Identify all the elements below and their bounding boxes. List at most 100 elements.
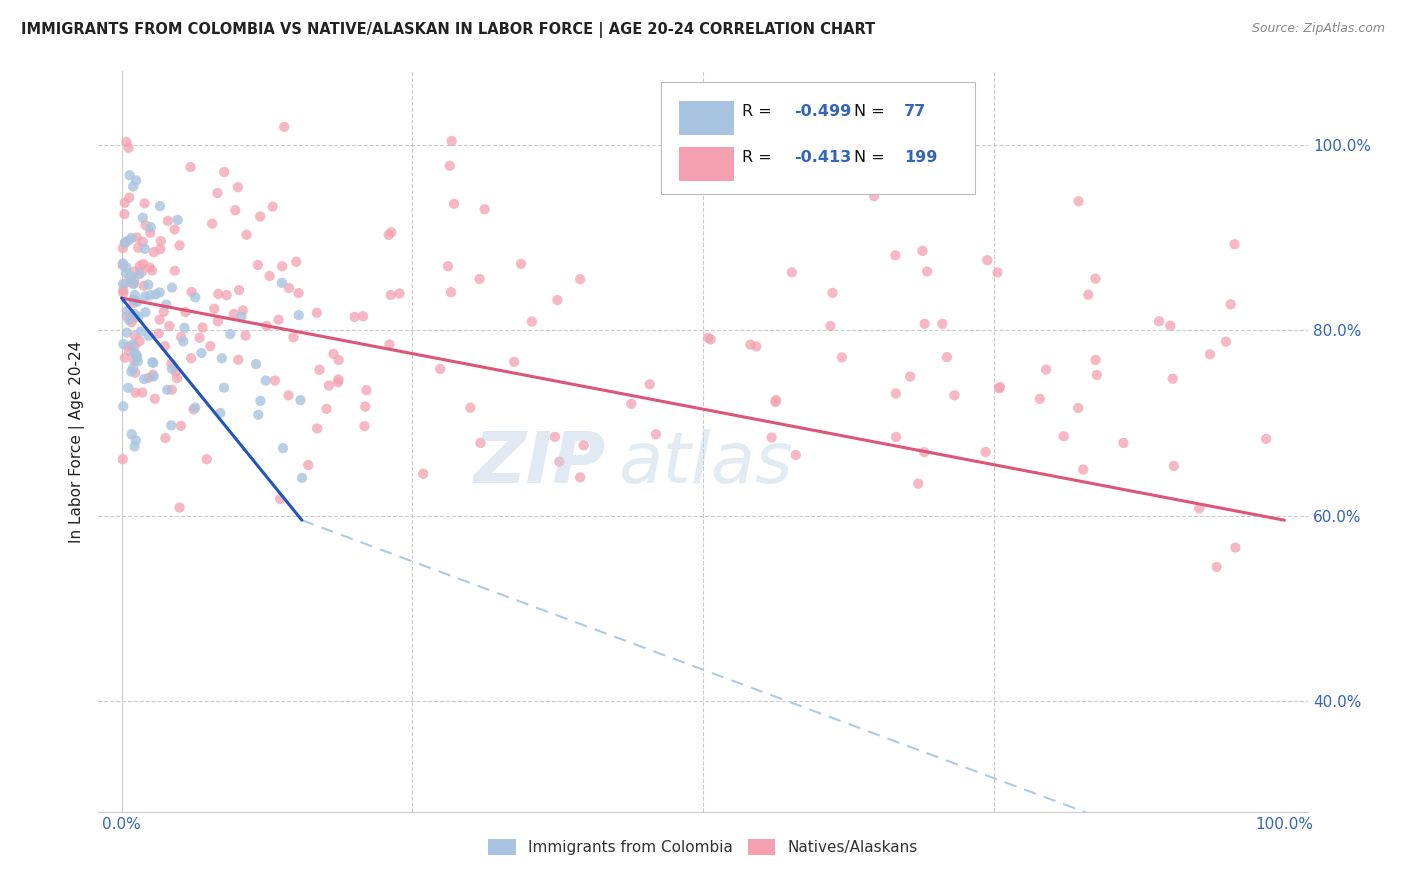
Point: [141, 263, 163, 277]
Point: [201, 217, 224, 231]
Point: [1188, 501, 1211, 516]
Point: [139, 226, 162, 240]
Point: [315, 401, 337, 416]
Point: [142, 356, 165, 370]
Point: [380, 225, 402, 239]
Point: [125, 173, 148, 187]
Point: [1084, 271, 1107, 285]
Point: [163, 222, 186, 236]
Point: [174, 305, 197, 319]
Point: [638, 377, 661, 392]
Point: [155, 297, 177, 311]
Point: [142, 368, 165, 382]
Point: [180, 285, 202, 299]
Point: [785, 448, 807, 462]
Point: [124, 288, 146, 302]
Point: [115, 310, 138, 324]
Point: [112, 400, 135, 414]
Text: atlas: atlas: [619, 429, 793, 499]
Point: [139, 288, 162, 302]
Point: [1199, 347, 1222, 361]
Text: R =: R =: [742, 104, 776, 119]
Legend: Immigrants from Colombia, Natives/Alaskans: Immigrants from Colombia, Natives/Alaska…: [484, 834, 922, 860]
Point: [122, 277, 145, 291]
Point: [122, 346, 145, 360]
Point: [148, 326, 170, 341]
Point: [262, 200, 284, 214]
Point: [765, 392, 787, 407]
Point: [278, 281, 301, 295]
Point: [1223, 237, 1246, 252]
Point: [468, 272, 491, 286]
Point: [118, 343, 141, 358]
Point: [645, 427, 668, 442]
Point: [118, 168, 141, 182]
Point: [132, 257, 155, 271]
Point: [235, 328, 257, 343]
Point: [1159, 318, 1181, 333]
Point: [437, 259, 460, 273]
Point: [124, 385, 146, 400]
Point: [131, 265, 153, 279]
Point: [114, 235, 136, 250]
Point: [127, 241, 149, 255]
Point: [125, 434, 148, 448]
Point: [114, 351, 136, 365]
Point: [352, 310, 374, 324]
Point: [111, 241, 134, 255]
Point: [907, 476, 929, 491]
Point: [914, 317, 936, 331]
Point: [259, 268, 281, 283]
Point: [884, 248, 907, 262]
Point: [884, 430, 907, 444]
Point: [122, 293, 145, 307]
Point: [988, 381, 1011, 395]
Point: [572, 438, 595, 452]
Point: [124, 354, 146, 368]
Point: [122, 310, 145, 325]
Point: [291, 471, 314, 485]
Point: [160, 280, 183, 294]
Point: [318, 378, 340, 392]
Point: [212, 165, 235, 179]
Text: -0.413: -0.413: [793, 150, 851, 165]
Point: [343, 310, 366, 324]
Point: [380, 288, 402, 302]
Point: [135, 219, 157, 233]
Point: [124, 328, 146, 343]
Text: R =: R =: [742, 150, 776, 165]
Point: [212, 381, 235, 395]
Point: [155, 431, 177, 445]
Point: [740, 337, 762, 351]
Point: [249, 393, 271, 408]
Point: [1256, 432, 1278, 446]
Point: [132, 278, 155, 293]
Point: [283, 330, 305, 344]
Point: [134, 242, 156, 256]
Point: [160, 383, 183, 397]
Point: [277, 388, 299, 402]
Point: [1219, 297, 1241, 311]
Point: [510, 257, 533, 271]
Point: [157, 319, 180, 334]
Point: [190, 346, 212, 360]
Point: [911, 244, 934, 258]
Text: 77: 77: [904, 104, 927, 119]
Point: [943, 388, 966, 402]
Point: [117, 381, 139, 395]
Point: [1147, 314, 1170, 328]
Point: [224, 203, 246, 218]
Point: [503, 355, 526, 369]
Point: [569, 272, 592, 286]
Point: [121, 315, 143, 329]
Point: [1035, 362, 1057, 376]
Point: [1112, 436, 1135, 450]
Point: [548, 455, 571, 469]
Text: N =: N =: [855, 104, 890, 119]
Point: [124, 273, 146, 287]
Point: [271, 441, 294, 455]
Point: [129, 325, 152, 339]
Point: [128, 267, 150, 281]
FancyBboxPatch shape: [679, 101, 734, 136]
Point: [780, 265, 803, 279]
